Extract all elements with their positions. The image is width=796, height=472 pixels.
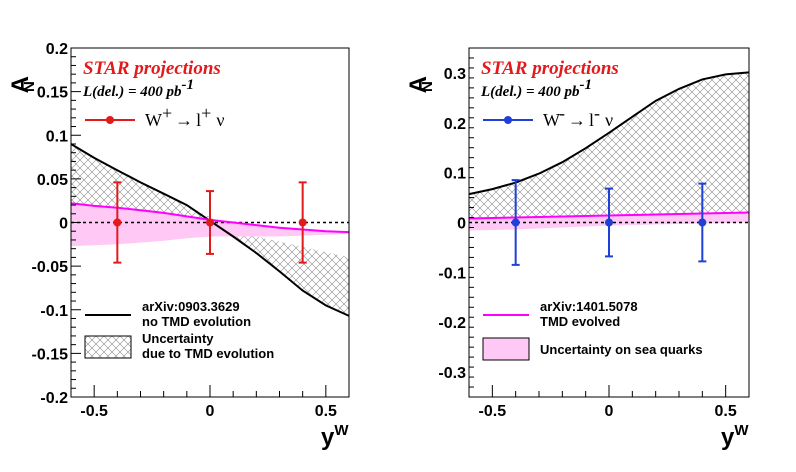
y-axis-label: AN (7, 76, 38, 93)
luminosity-sup: -1 (580, 77, 593, 93)
y-tick-label: 0 (59, 216, 68, 233)
y-tick-label: -0.05 (32, 259, 69, 276)
x-tick-label: 0.5 (315, 403, 337, 420)
legend-text-line2: due to TMD evolution (142, 346, 274, 361)
process-boson: W (145, 110, 162, 130)
chart-title: STAR projections (481, 58, 619, 79)
x-axis-label: yW (321, 422, 349, 451)
x-axis-label-main: y (721, 424, 735, 451)
y-axis-label: AN (405, 76, 436, 93)
process-legend-marker (504, 116, 512, 124)
legend-text-line2: TMD evolved (540, 314, 620, 329)
luminosity-text: L(del.) = 400 pb (82, 84, 182, 100)
x-axis-label-sup: W (734, 422, 749, 439)
y-tick-label: -0.2 (40, 390, 68, 407)
process-neutrino: ν (216, 110, 224, 130)
y-tick-label: -0.3 (438, 365, 466, 382)
data-point (113, 218, 122, 227)
luminosity-text: L(del.) = 400 pb (480, 84, 580, 100)
x-tick-label: 0 (605, 403, 614, 420)
x-tick-label: 0.5 (715, 403, 737, 420)
x-tick-label: -0.5 (479, 403, 507, 420)
y-tick-label: -0.1 (438, 265, 466, 282)
data-point (698, 218, 707, 227)
legend-text-line2: no TMD evolution (142, 314, 251, 329)
process-lepton-sign: - (594, 103, 600, 123)
process-lepton-sign: + (201, 103, 211, 123)
luminosity-label: L(del.) = 400 pb-1 (480, 77, 592, 100)
y-axis-label-main: A (7, 76, 34, 93)
x-axis-label-sup: W (334, 422, 349, 439)
y-tick-label: 0.2 (46, 41, 68, 58)
legend-text-line1: arXiv:0903.3629 (142, 299, 240, 314)
y-tick-label: 0.2 (444, 116, 466, 133)
legend-swatch-pink-box (482, 337, 530, 361)
x-tick-label: 0 (206, 403, 215, 420)
x-tick-label: -0.5 (80, 403, 108, 420)
y-tick-label: 0 (457, 216, 466, 233)
legend-swatch-hatch (84, 335, 132, 359)
tmd-uncertainty-band (71, 144, 349, 316)
legend-text-line1: Uncertainty on sea quarks (540, 342, 703, 357)
process-boson-sign: + (162, 103, 172, 123)
process-arrow: → (175, 110, 193, 130)
luminosity-sup: -1 (182, 77, 195, 93)
panel-left: -0.2 -0.15 -0.1 -0.05 0 0.05 0.1 0.15 0.2 -0.5 0 0.… (7, 41, 350, 451)
process-boson-sign: - (559, 103, 565, 123)
data-point (298, 218, 307, 227)
process-arrow: → (568, 110, 586, 130)
x-axis-label-main: y (321, 424, 335, 451)
x-axis-label: yW (721, 422, 749, 451)
y-axis-label-sub: N (21, 81, 38, 92)
y-tick-label: 0.1 (46, 128, 68, 145)
y-tick-label: 0.1 (444, 166, 466, 183)
y-tick-label: 0.15 (37, 85, 68, 102)
process-boson: W (543, 110, 560, 130)
data-point (511, 218, 520, 227)
process-lepton: l (196, 110, 201, 130)
y-axis-label-sub: N (419, 81, 436, 92)
process-legend-label: W+ → l+ ν (145, 103, 224, 130)
tmd-uncertainty-band (469, 72, 749, 218)
process-neutrino: ν (605, 110, 613, 130)
y-tick-label: 0.3 (444, 66, 466, 83)
legend-text-line1: arXiv:1401.5078 (540, 299, 638, 314)
luminosity-label: L(del.) = 400 pb-1 (82, 77, 194, 100)
y-tick-label: 0.05 (37, 172, 68, 189)
process-lepton: l (589, 110, 594, 130)
process-legend-marker (106, 116, 114, 124)
data-point (605, 218, 613, 227)
y-tick-label: -0.2 (438, 315, 466, 332)
chart-title: STAR projections (83, 58, 221, 79)
legend-text-line1: Uncertainty (142, 331, 214, 346)
y-tick-label: -0.1 (40, 303, 68, 320)
y-axis-label-main: A (405, 76, 432, 93)
y-tick-label: -0.15 (32, 346, 69, 363)
data-point (206, 218, 214, 227)
process-legend-label: W- → l-ν (543, 103, 613, 130)
